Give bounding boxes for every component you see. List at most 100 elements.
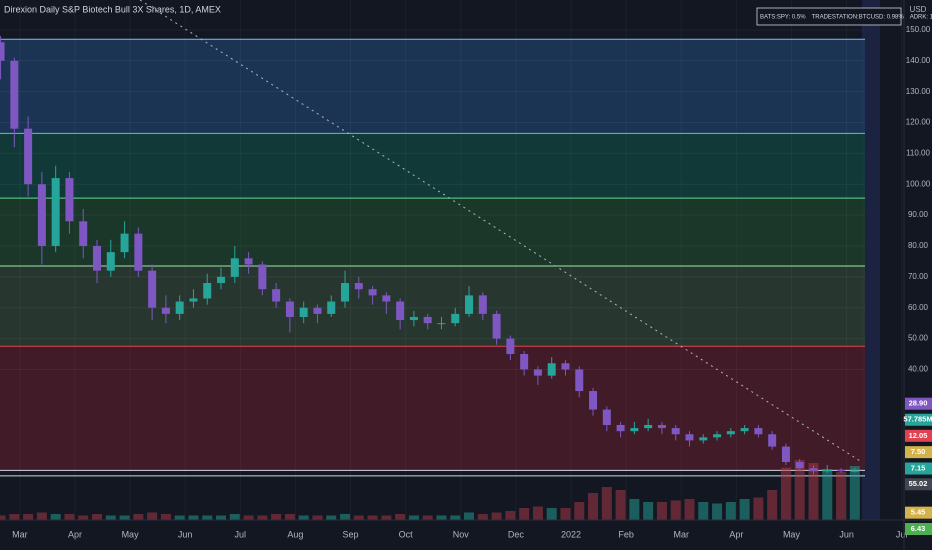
volume-bar (601, 487, 612, 520)
candle-body (65, 178, 74, 222)
volume-bar (491, 512, 502, 520)
x-tick-label: Jun (178, 529, 193, 539)
candle-body (492, 313, 501, 339)
y-tick-label: 100.00 (906, 179, 931, 188)
y-tick-label: 50.00 (908, 334, 929, 343)
candle-body (561, 363, 570, 370)
volume-bar (753, 497, 764, 520)
volume-bar (422, 515, 433, 520)
y-tick-label: 70.00 (908, 272, 929, 281)
candle-body (547, 363, 556, 376)
candle-body (244, 258, 253, 265)
candle-body (533, 369, 542, 376)
x-tick-label: Jul (235, 529, 247, 539)
volume-bar (450, 515, 461, 520)
x-tick-label: Mar (673, 529, 689, 539)
volume-bar (684, 499, 695, 520)
x-tick-label: 2022 (561, 529, 581, 539)
candle-body (10, 60, 19, 129)
x-tick-label: Dec (508, 529, 525, 539)
price-badge (905, 446, 932, 459)
candle-body (437, 323, 446, 325)
volume-bar (395, 514, 406, 520)
volume-bar (271, 514, 282, 520)
candle-body (837, 469, 846, 472)
price-badge-label: 28.90 (909, 399, 928, 408)
zone (0, 133, 865, 199)
candle-body (37, 184, 46, 246)
volume-bar (808, 463, 819, 520)
candle-body (134, 233, 143, 271)
volume-bar (588, 493, 599, 520)
x-tick-label: Jun (839, 529, 854, 539)
candle-body (203, 283, 212, 299)
candle-body (396, 301, 405, 321)
candle-body (423, 316, 432, 324)
volume-bar (147, 512, 158, 520)
y-tick-label: 40.00 (908, 365, 929, 374)
y-tick-label: 140.00 (906, 56, 931, 65)
volume-bar (9, 514, 20, 520)
candle-body (93, 245, 102, 271)
volume-bar (656, 502, 667, 520)
volume-bar (408, 515, 419, 520)
candle-body (272, 289, 281, 302)
candle-body (685, 434, 694, 441)
volume-bar (546, 508, 557, 520)
trendline (139, 0, 861, 462)
candle-body (230, 258, 239, 277)
candle-body (341, 283, 350, 302)
candle-body (644, 425, 653, 429)
info-item: ADRK: 14.51% (910, 15, 932, 21)
volume-bar (202, 515, 213, 520)
candle-body (575, 369, 584, 392)
candle-body (327, 301, 336, 314)
y-tick-label: 130.00 (906, 87, 931, 96)
info-item: BATS:SPY: 0.5% (760, 15, 806, 21)
volume-bar (298, 515, 309, 520)
candle-body (781, 446, 790, 463)
zone (0, 266, 865, 347)
candle-body (465, 295, 474, 314)
volume-bar (822, 469, 833, 520)
x-tick-label: Nov (453, 529, 470, 539)
volume-bar (50, 514, 61, 520)
volume-bar (532, 506, 543, 520)
candle-body (354, 283, 363, 290)
price-badge-label: 7.15 (911, 464, 926, 473)
zone (0, 39, 865, 134)
candle-body (258, 264, 267, 290)
candle-body (671, 428, 680, 435)
price-badge (905, 413, 932, 426)
volume-bar (670, 500, 681, 520)
price-badge-label: 5.45 (911, 508, 926, 517)
candle-body (699, 437, 708, 441)
chart-title: Direxion Daily S&P Biotech Bull 3X Share… (4, 4, 221, 14)
volume-bar (353, 515, 364, 520)
volume-bar (725, 502, 736, 520)
candle-body (589, 391, 598, 410)
candle-body (795, 462, 804, 469)
volume-bar (119, 515, 130, 520)
volume-bar (767, 490, 778, 520)
price-badge (905, 429, 932, 442)
volume-bar (78, 515, 89, 520)
candle-body (740, 428, 749, 432)
volume-bar (574, 502, 585, 520)
price-badge (905, 523, 932, 536)
candle-body (754, 428, 763, 435)
info-item: TRADESTATION:BTCUSD: 0.98% (812, 15, 905, 21)
volume-bar (188, 515, 199, 520)
volume-bar (629, 499, 640, 520)
volume-bar (64, 514, 75, 520)
candle-body (602, 409, 611, 425)
volume-bar (160, 514, 171, 520)
x-tick-label: Sep (343, 529, 359, 539)
price-badge-label: 12.05 (909, 431, 928, 440)
candle-body (175, 301, 184, 314)
candle-body (630, 428, 639, 432)
y-tick-label: 150.00 (906, 25, 931, 34)
x-tick-label: Oct (399, 529, 414, 539)
price-badge-label: 55.02 (909, 479, 928, 488)
volume-bar (381, 515, 392, 520)
